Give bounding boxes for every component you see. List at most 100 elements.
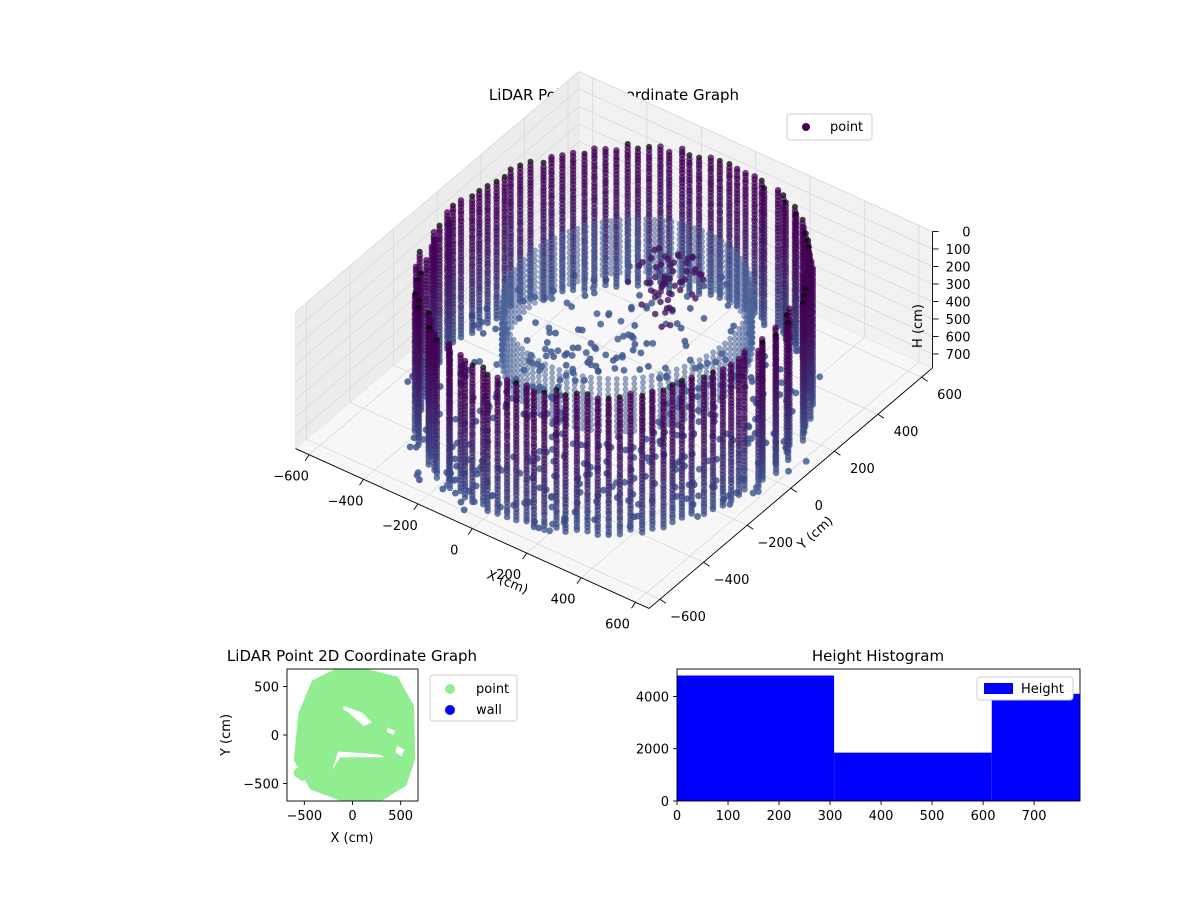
point-3d <box>566 281 573 287</box>
point-3d <box>816 373 824 381</box>
point-3d <box>554 347 562 355</box>
point-3d <box>588 385 594 391</box>
point-3d <box>559 231 565 238</box>
point-3d <box>625 263 632 270</box>
point-3d <box>724 301 732 309</box>
point-3d <box>696 362 703 369</box>
point-3d <box>507 331 514 338</box>
point-3d <box>706 246 712 253</box>
grid-wall-z-x <box>295 71 580 313</box>
point-3d <box>508 271 515 278</box>
point-3d <box>563 369 570 376</box>
point-3d <box>599 229 606 236</box>
point-3d <box>544 270 551 277</box>
point-3d <box>692 241 698 247</box>
point-3d <box>526 278 533 284</box>
point-3d <box>718 290 725 297</box>
point-3d <box>629 334 637 342</box>
point-3d <box>670 259 678 266</box>
point-3d <box>745 309 752 316</box>
point-3d <box>574 262 581 269</box>
point-3d <box>718 264 725 271</box>
point-3d <box>741 260 747 267</box>
point-3d <box>613 283 620 291</box>
point-3d <box>784 456 792 464</box>
point-3d <box>706 257 712 264</box>
point-3d <box>724 268 730 275</box>
point-3d <box>521 256 527 263</box>
point-3d <box>712 276 719 283</box>
point-3d <box>699 254 705 261</box>
point-3d <box>591 226 597 233</box>
point-3d <box>556 372 563 379</box>
point-3d <box>524 365 531 372</box>
point-3d <box>668 224 675 231</box>
point-3d <box>591 242 597 249</box>
point-3d <box>579 378 586 385</box>
point-3d <box>559 237 565 243</box>
point-3d <box>591 231 597 238</box>
point-3d <box>542 376 549 383</box>
point-3d <box>590 289 598 297</box>
point-3d <box>574 225 581 232</box>
point-3d <box>634 231 641 238</box>
point-3d <box>664 296 672 304</box>
point-3d <box>692 225 698 232</box>
point-3d <box>684 238 691 245</box>
point-3d <box>724 247 730 254</box>
point-3d <box>718 259 725 266</box>
point-3d <box>535 378 542 385</box>
point-3d <box>727 351 734 358</box>
point-3d <box>574 252 581 258</box>
point-3d <box>406 443 414 451</box>
point-3d <box>538 243 544 249</box>
point-3d <box>647 254 655 262</box>
point-3d <box>684 228 691 234</box>
point-3d <box>563 379 570 386</box>
point-3d <box>613 376 620 382</box>
point-3d <box>732 330 738 337</box>
point-3d <box>574 231 581 237</box>
point-3d <box>724 279 730 285</box>
point-3d <box>748 377 756 385</box>
point-3d <box>618 351 626 359</box>
point-3d <box>718 238 725 245</box>
point-3d <box>526 267 533 274</box>
point-3d <box>634 216 641 223</box>
point-3d <box>505 277 512 284</box>
point-3d <box>649 339 657 347</box>
point-3d <box>634 226 641 233</box>
point-3d <box>549 369 555 376</box>
point-3d <box>608 218 615 224</box>
point-3d <box>566 244 573 251</box>
point-3d <box>519 377 526 384</box>
point-3d <box>582 233 589 240</box>
point-3d <box>748 298 755 305</box>
point-3d <box>559 273 565 280</box>
point-3d <box>727 335 734 342</box>
point-3d <box>523 336 531 344</box>
point-3d <box>722 356 728 363</box>
point-3d <box>703 363 710 370</box>
point-3d <box>643 232 649 238</box>
point-3d <box>643 253 649 259</box>
point-3d <box>596 380 603 387</box>
point-3d <box>535 373 542 380</box>
point-3d <box>668 240 675 246</box>
point-3d <box>718 243 725 250</box>
point-3d <box>683 267 690 275</box>
point-3d <box>706 278 712 285</box>
point-3d <box>700 276 707 283</box>
point-3d <box>669 306 676 314</box>
point-3d <box>749 489 757 497</box>
point-3d <box>712 245 719 251</box>
point-3d <box>571 382 578 388</box>
point-3d <box>651 273 659 281</box>
point-3d <box>493 360 501 368</box>
point-3d <box>648 378 655 384</box>
point-3d <box>643 247 649 254</box>
point-3d <box>668 250 675 257</box>
point-3d <box>625 216 632 223</box>
grid-wall-z-x <box>295 88 580 330</box>
point-3d <box>727 346 734 353</box>
